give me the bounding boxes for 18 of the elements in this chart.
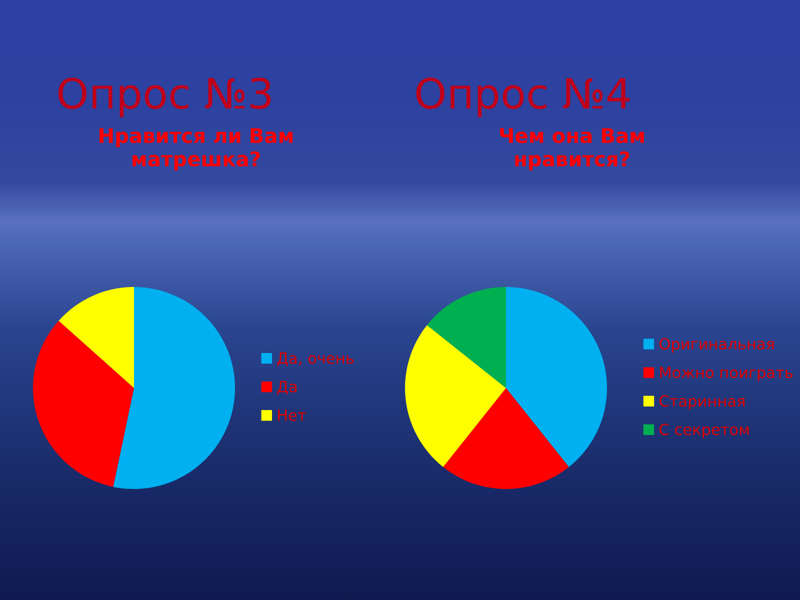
- legend-label: С секретом: [660, 424, 749, 438]
- chart-subtitle: Нравится ли Вам матрешка?: [100, 128, 293, 170]
- legend-label: Да: [277, 381, 296, 395]
- chart-title: Опрос №4: [416, 78, 630, 118]
- legend-label: Нет: [278, 410, 306, 421]
- chart-subtitle: Чем она Вам нравится?: [500, 128, 644, 170]
- legend-label: Можно поиграть: [660, 366, 793, 382]
- pie-slice: [443, 388, 569, 489]
- legend-label: Да, очень: [277, 352, 354, 366]
- pie-slice: [33, 320, 134, 487]
- legend-label: Старинная: [660, 395, 744, 410]
- pie-slice: [58, 287, 134, 388]
- pie-slice: [405, 325, 506, 468]
- legend-label: Оригинальная: [660, 338, 774, 353]
- pie-slice: [506, 287, 607, 468]
- pie-slice: [426, 287, 506, 388]
- chart-title: Опрос №3: [58, 78, 271, 118]
- pie-slice: [113, 287, 235, 489]
